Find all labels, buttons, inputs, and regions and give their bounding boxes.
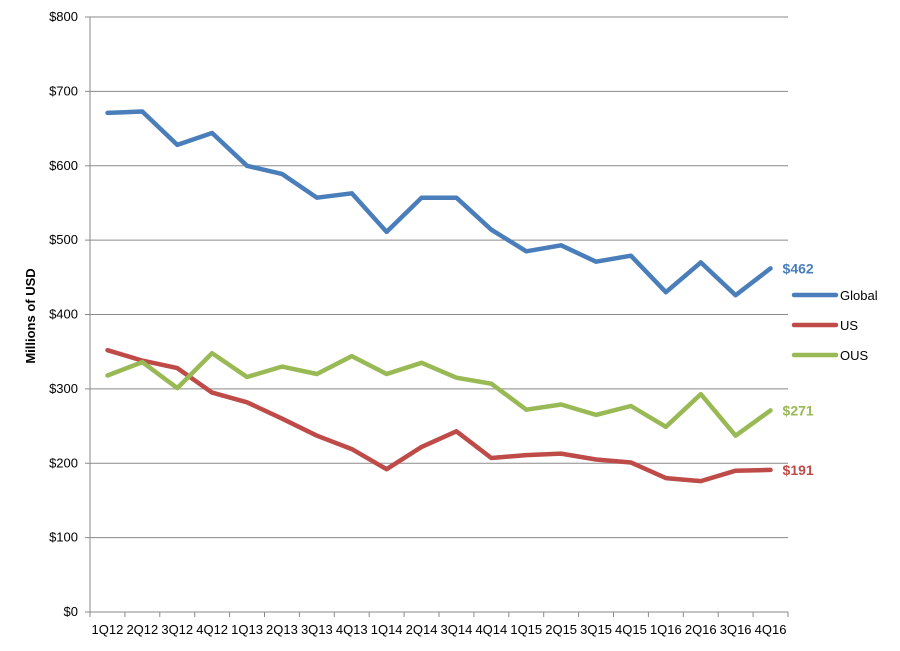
x-tick-label: 3Q13 — [301, 622, 333, 637]
x-tick-label: 4Q16 — [755, 622, 787, 637]
series-line-us — [105, 347, 773, 484]
y-tick-label: $400 — [49, 307, 78, 322]
y-tick-label: $700 — [49, 83, 78, 98]
x-tick-label: 3Q15 — [580, 622, 612, 637]
legend: Global US OUS — [791, 288, 878, 363]
y-tick-label: $600 — [49, 158, 78, 173]
x-tick-label: 1Q12 — [92, 622, 124, 637]
x-tick-label: 3Q16 — [720, 622, 752, 637]
x-tick-label: 1Q14 — [371, 622, 403, 637]
x-tick-label: 1Q13 — [231, 622, 263, 637]
y-tick-label: $0 — [64, 604, 78, 619]
x-tick-label: 2Q12 — [126, 622, 158, 637]
legend-label-us: US — [840, 318, 858, 333]
series-line-ous — [105, 350, 773, 438]
x-tick-label: 4Q13 — [336, 622, 368, 637]
x-tick-label: 1Q15 — [510, 622, 542, 637]
axes — [85, 16, 789, 617]
end-label-global: $462 — [783, 260, 814, 276]
y-axis-title: Millions of USD — [23, 268, 38, 363]
y-tick-label: $800 — [49, 9, 78, 24]
y-tick-label: $200 — [49, 455, 78, 470]
x-tick-label: 2Q15 — [545, 622, 577, 637]
end-label-us: $191 — [783, 462, 814, 478]
x-tick-label: 2Q14 — [406, 622, 438, 637]
x-tick-label: 4Q15 — [615, 622, 647, 637]
legend-label-global: Global — [840, 288, 878, 303]
x-tick-label: 2Q13 — [266, 622, 298, 637]
x-tick-label: 4Q14 — [475, 622, 507, 637]
x-tick-label: 2Q16 — [685, 622, 717, 637]
y-axis-tick-labels: $0 $100 $200 $300 $400 $500 $600 $700 $800 — [49, 9, 78, 619]
y-tick-label: $500 — [49, 232, 78, 247]
y-tick-label: $300 — [49, 381, 78, 396]
x-axis-tick-labels: 1Q12 2Q12 3Q12 4Q12 1Q13 2Q13 3Q13 4Q13 1Q14 2Q14… — [92, 622, 787, 637]
x-tick-label: 3Q14 — [441, 622, 473, 637]
end-value-labels: $462 $191 $271 — [783, 260, 814, 478]
series-line-global — [105, 109, 773, 298]
x-tick-label: 1Q16 — [650, 622, 682, 637]
x-tick-label: 4Q12 — [196, 622, 228, 637]
legend-label-ous: OUS — [840, 348, 869, 363]
end-label-ous: $271 — [783, 402, 814, 418]
x-tick-label: 3Q12 — [161, 622, 193, 637]
series-lines — [105, 109, 773, 484]
y-tick-label: $100 — [49, 530, 78, 545]
